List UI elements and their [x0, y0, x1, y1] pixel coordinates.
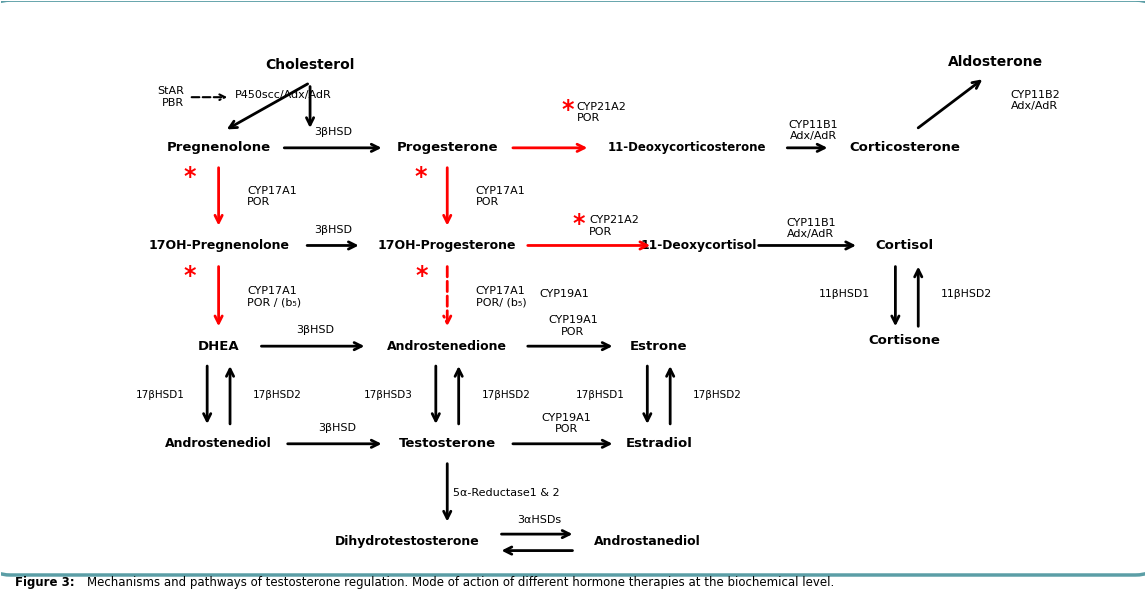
- Text: Estradiol: Estradiol: [626, 437, 692, 451]
- Text: CYP17A1
POR / (b₅): CYP17A1 POR / (b₅): [248, 286, 301, 307]
- Text: CYP11B1
Adx/AdR: CYP11B1 Adx/AdR: [788, 120, 838, 142]
- Text: Estrone: Estrone: [630, 340, 688, 352]
- Text: 5α-Reductase1 & 2: 5α-Reductase1 & 2: [453, 487, 559, 498]
- Text: 17OH-Pregnenolone: 17OH-Pregnenolone: [148, 239, 289, 252]
- Text: *: *: [416, 264, 429, 288]
- Text: 3βHSD: 3βHSD: [314, 127, 352, 137]
- FancyBboxPatch shape: [0, 0, 1146, 575]
- Text: 17βHSD2: 17βHSD2: [481, 390, 531, 400]
- Text: Androstanediol: Androstanediol: [594, 535, 700, 548]
- Text: CYP11B2
Adx/AdR: CYP11B2 Adx/AdR: [1011, 90, 1060, 111]
- Text: *: *: [183, 264, 196, 288]
- Text: Androstenedione: Androstenedione: [387, 340, 508, 352]
- Text: Corticosterone: Corticosterone: [849, 142, 960, 154]
- Text: 3βHSD: 3βHSD: [296, 326, 335, 335]
- Text: Mechanisms and pathways of testosterone regulation. Mode of action of different : Mechanisms and pathways of testosterone …: [87, 576, 834, 589]
- Text: 11-Deoxycorticosterone: 11-Deoxycorticosterone: [609, 142, 767, 154]
- Text: P450scc/Adx/AdR: P450scc/Adx/AdR: [235, 89, 331, 100]
- Text: 3αHSDs: 3αHSDs: [517, 515, 562, 525]
- Text: 17βHSD2: 17βHSD2: [693, 390, 741, 400]
- Text: Cortisone: Cortisone: [869, 333, 941, 346]
- Text: Androstenediol: Androstenediol: [165, 437, 272, 451]
- Text: CYP17A1
POR: CYP17A1 POR: [248, 186, 297, 207]
- Text: Progesterone: Progesterone: [397, 142, 499, 154]
- Text: 17βHSD1: 17βHSD1: [135, 390, 185, 400]
- Text: Figure 3:: Figure 3:: [15, 576, 79, 589]
- Text: 11βHSD1: 11βHSD1: [819, 289, 870, 299]
- Text: CYP11B1
Adx/AdR: CYP11B1 Adx/AdR: [786, 218, 835, 239]
- Text: 17OH-Progesterone: 17OH-Progesterone: [378, 239, 517, 252]
- Text: 3βHSD: 3βHSD: [314, 224, 352, 235]
- Text: CYP19A1
POR: CYP19A1 POR: [548, 316, 598, 337]
- Text: Dihydrotestosterone: Dihydrotestosterone: [335, 535, 480, 548]
- Text: Cortisol: Cortisol: [876, 239, 934, 252]
- Text: CYP19A1: CYP19A1: [540, 289, 589, 299]
- Text: CYP17A1
POR/ (b₅): CYP17A1 POR/ (b₅): [476, 286, 526, 307]
- Text: *: *: [562, 98, 573, 122]
- Text: CYP21A2
POR: CYP21A2 POR: [576, 102, 627, 123]
- Text: 17βHSD1: 17βHSD1: [575, 390, 625, 400]
- Text: Cholesterol: Cholesterol: [266, 58, 355, 72]
- Text: CYP21A2
POR: CYP21A2 POR: [589, 215, 638, 237]
- Text: DHEA: DHEA: [198, 340, 240, 352]
- Text: *: *: [573, 212, 584, 236]
- Text: CYP17A1
POR: CYP17A1 POR: [476, 186, 526, 207]
- Text: StAR
PBR: StAR PBR: [157, 86, 185, 108]
- Text: 11-Deoxycortisol: 11-Deoxycortisol: [641, 239, 758, 252]
- Text: Testosterone: Testosterone: [399, 437, 496, 451]
- Text: CYP19A1
POR: CYP19A1 POR: [541, 413, 591, 434]
- Text: Aldosterone: Aldosterone: [949, 55, 1044, 69]
- Text: 11βHSD2: 11βHSD2: [941, 289, 992, 299]
- Text: Pregnenolone: Pregnenolone: [166, 142, 270, 154]
- Text: *: *: [183, 165, 196, 189]
- Text: 17βHSD3: 17βHSD3: [364, 390, 413, 400]
- Text: 17βHSD2: 17βHSD2: [253, 390, 301, 400]
- Text: 3βHSD: 3βHSD: [317, 423, 356, 433]
- Text: *: *: [415, 165, 427, 189]
